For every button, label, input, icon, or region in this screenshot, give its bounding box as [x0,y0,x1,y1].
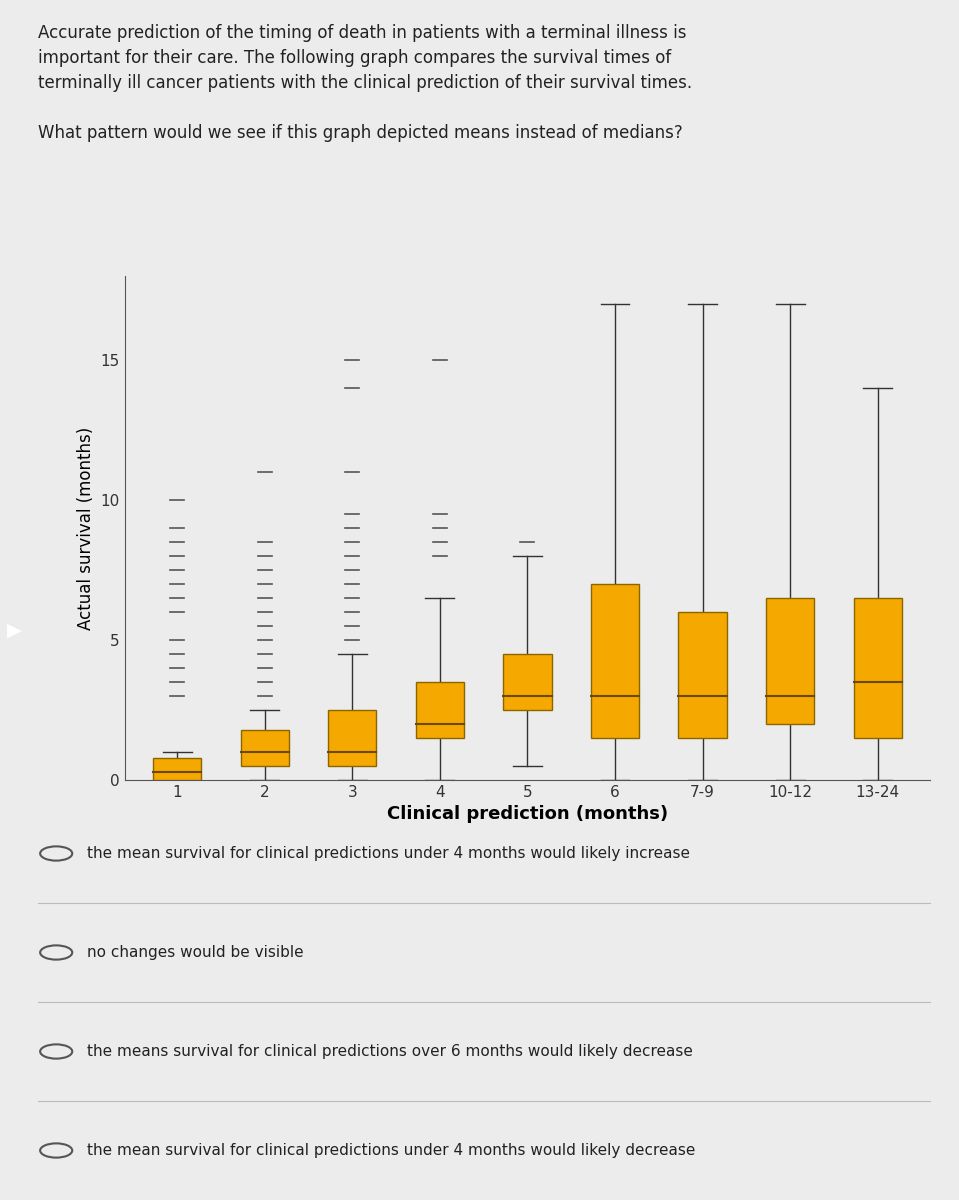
FancyBboxPatch shape [153,757,201,780]
FancyBboxPatch shape [241,730,289,766]
FancyBboxPatch shape [854,598,901,738]
Text: ▶: ▶ [7,620,22,640]
Text: the means survival for clinical predictions over 6 months would likely decrease: the means survival for clinical predicti… [87,1044,693,1058]
FancyBboxPatch shape [766,598,814,724]
X-axis label: Clinical prediction (months): Clinical prediction (months) [386,805,668,823]
FancyBboxPatch shape [416,682,464,738]
FancyBboxPatch shape [503,654,551,710]
FancyBboxPatch shape [679,612,727,738]
Text: the mean survival for clinical predictions under 4 months would likely increase: the mean survival for clinical predictio… [87,846,690,862]
Y-axis label: Actual survival (months): Actual survival (months) [77,426,95,630]
Text: no changes would be visible: no changes would be visible [87,946,304,960]
Text: the mean survival for clinical predictions under 4 months would likely decrease: the mean survival for clinical predictio… [87,1142,696,1158]
FancyBboxPatch shape [591,584,639,738]
Text: Accurate prediction of the timing of death in patients with a terminal illness i: Accurate prediction of the timing of dea… [38,24,692,142]
FancyBboxPatch shape [328,710,377,766]
